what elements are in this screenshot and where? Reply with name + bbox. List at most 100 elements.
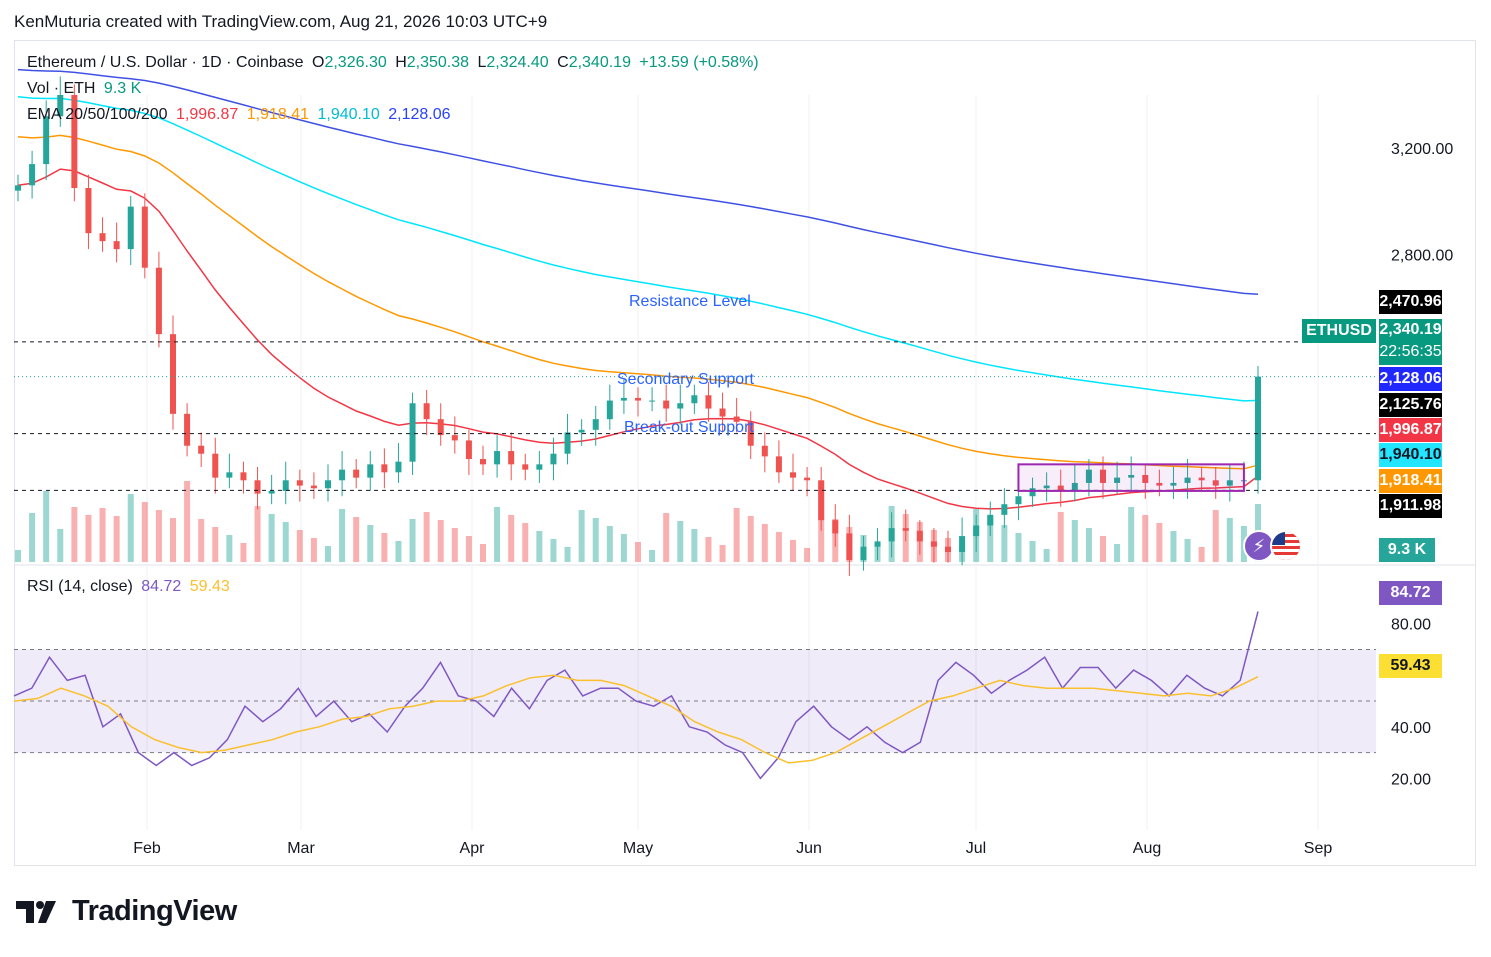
candle-body — [902, 528, 909, 531]
candle-body — [1212, 480, 1219, 486]
ema100-line — [17, 96, 1259, 402]
grid-layer — [14, 95, 1476, 830]
candle-body — [1226, 480, 1233, 486]
volume-bar — [902, 514, 909, 562]
legend-ohlc: Ethereum / U.S. Dollar · 1D · Coinbase O… — [27, 54, 763, 72]
lightning-event-icon[interactable]: ⚡ — [1243, 530, 1275, 562]
volume-bar — [790, 540, 796, 562]
candle-body — [1184, 477, 1191, 483]
volume-bar — [15, 550, 21, 562]
candle-body — [649, 400, 656, 402]
candle-body — [451, 435, 458, 441]
candle-body — [99, 233, 106, 242]
chart-credit: KenMuturia created with TradingView.com,… — [14, 12, 548, 31]
candle-body — [691, 395, 698, 404]
legend-ema-label: EMA 20/50/100/200 — [27, 106, 168, 123]
volume-bar — [522, 523, 529, 562]
candle-body — [733, 416, 740, 422]
rsi-tick-label: 40.00 — [1391, 720, 1431, 737]
volume-bar — [353, 517, 360, 562]
candle-body — [310, 485, 317, 489]
candle-body — [1170, 482, 1177, 486]
candle-body — [860, 546, 867, 560]
rsi-layer — [13, 611, 1376, 780]
volume-bar — [761, 524, 768, 562]
volume-bar — [677, 521, 684, 562]
volume-bar — [85, 515, 92, 562]
candle-body — [536, 464, 543, 470]
volume-bar — [1226, 518, 1233, 562]
volume-bar — [170, 518, 176, 562]
tradingview-logo-icon — [16, 900, 56, 923]
volume-bar — [1043, 549, 1050, 562]
volume-bar — [1100, 536, 1106, 562]
volume-bar — [649, 550, 656, 562]
tag-last-value: 2,340.19 — [1379, 321, 1442, 338]
candle-body — [719, 408, 726, 417]
x-tick-label: Jul — [966, 840, 986, 857]
candle-body — [353, 469, 360, 478]
candle-body — [198, 445, 205, 454]
tag-rsi-ma: 59.43 — [1379, 654, 1442, 678]
candle-body — [113, 241, 120, 250]
volume-bar — [536, 531, 543, 562]
volume-bar — [113, 516, 120, 562]
tag-volume: 9.3 K — [1379, 538, 1435, 562]
candle-body — [465, 440, 472, 460]
volume-bar — [592, 518, 599, 562]
legend-c-label: C — [557, 54, 569, 71]
volume-bar — [1142, 515, 1149, 562]
tag-ema100: 1,940.10 — [1379, 443, 1442, 467]
volume-bar — [240, 543, 247, 562]
candle-body — [367, 464, 374, 478]
tag-breakout-support: 1,911.98 — [1379, 494, 1442, 518]
candle-body — [325, 480, 331, 489]
tag-resistance: 2,470.96 — [1379, 290, 1442, 314]
us-flag-event-icon[interactable] — [1270, 530, 1302, 562]
volume-bar — [1198, 547, 1205, 562]
candle-body — [790, 472, 796, 478]
candle-body — [550, 453, 557, 465]
legend-vol-label: Vol · ETH — [27, 80, 96, 97]
candle-body — [43, 116, 50, 165]
candle-body — [1057, 485, 1064, 491]
candle-body — [1100, 469, 1106, 483]
legend-h-label: H — [395, 54, 407, 71]
candle-body — [620, 397, 627, 401]
x-tick-label: Apr — [460, 840, 486, 857]
volume-bar — [973, 509, 980, 562]
x-tick-label: Aug — [1133, 840, 1161, 857]
volume-bar — [846, 527, 853, 562]
volume-bar — [71, 507, 78, 562]
candle-body — [423, 403, 430, 420]
candle-body — [240, 472, 247, 481]
volume-bar — [409, 519, 416, 562]
tag-secondary-support: 2,125.76 — [1379, 393, 1442, 417]
volume-bar — [226, 535, 233, 562]
annotation-secondary-support: Secondary Support — [617, 371, 754, 388]
volume-bar — [282, 522, 289, 562]
candle-body — [945, 546, 951, 553]
rsi-line — [13, 611, 1259, 780]
candle-body — [29, 164, 36, 186]
candle-body — [268, 490, 275, 494]
candle-body — [522, 464, 529, 470]
volume-bar — [268, 514, 275, 562]
candle-body — [1015, 496, 1022, 505]
volume-bar — [212, 527, 219, 562]
volume-bar — [578, 510, 585, 562]
volume-bar — [818, 481, 825, 562]
tradingview-logo[interactable]: TradingView — [16, 895, 237, 928]
volume-bar — [804, 548, 811, 562]
volume-bar — [1029, 541, 1036, 562]
candle-body — [155, 267, 162, 335]
volume-bar — [296, 530, 303, 562]
volume-bar — [930, 530, 937, 562]
tradingview-logo-text: TradingView — [72, 895, 237, 927]
legend-symbol: Ethereum / U.S. Dollar · 1D · Coinbase — [27, 54, 304, 71]
candle-body — [395, 461, 402, 473]
volume-layer — [15, 481, 1261, 562]
volume-bar — [860, 535, 867, 562]
volume-bar — [367, 525, 374, 562]
